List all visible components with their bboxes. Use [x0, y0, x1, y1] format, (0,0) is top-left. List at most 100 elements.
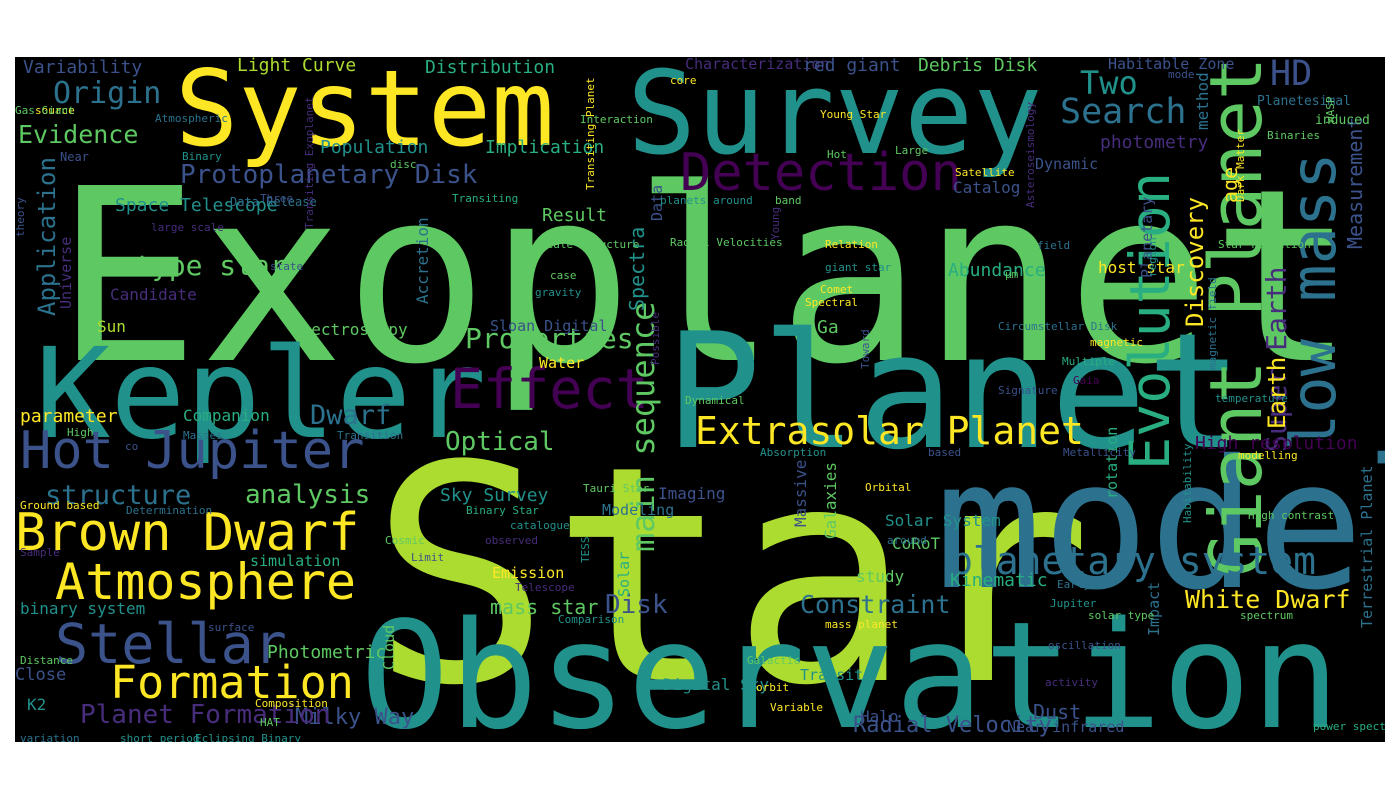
word-variability: Variability — [23, 57, 143, 78]
word-orbital: Orbital — [865, 481, 912, 494]
word-planet-formation: Planet Formation — [80, 700, 331, 730]
word-mode: mode — [1168, 68, 1195, 81]
word-abundance: Abundance — [948, 260, 1046, 281]
word-observation: Observation — [360, 590, 1341, 742]
word-dust: Dust — [1033, 700, 1082, 724]
word-induced: induced — [1315, 113, 1370, 128]
word-mass-planet: mass planet — [825, 618, 898, 631]
word-model: model — [935, 422, 1385, 629]
word-radial-velocities: Radial Velocities — [670, 236, 783, 249]
word-k2: K2 — [27, 695, 47, 714]
word-metallicity: Metallicity — [1063, 446, 1136, 459]
word-m: μm — [1005, 268, 1019, 281]
word-high-resolution: High resolution — [1195, 433, 1358, 454]
word-magnetic: magnetic — [1090, 336, 1143, 349]
word-distribution: Distribution — [425, 57, 556, 78]
word-candidate: Candidate — [110, 285, 197, 304]
word-state: state — [270, 260, 304, 273]
word-sun: Sun — [97, 317, 126, 336]
word-atmosphere: Atmosphere — [55, 553, 357, 611]
word-imaging: Imaging — [658, 484, 726, 503]
word-survey: Survey — [627, 57, 1043, 181]
word-solar-type: solar type — [1088, 609, 1155, 622]
word-optical: Optical — [445, 427, 555, 457]
word-search: Search — [1060, 92, 1187, 132]
word-parameter: parameter — [20, 406, 118, 427]
word-absorption: Absorption — [760, 446, 827, 459]
word-atmospheric: Atmospheric — [155, 112, 228, 125]
word-type-star: type star — [135, 249, 287, 282]
word-early: Early — [1057, 578, 1091, 591]
word-implication: Implication — [485, 137, 605, 158]
word-structure: structure — [45, 480, 192, 511]
word-asteroseismology: Asteroseismology — [1024, 101, 1037, 208]
word-high-contrast: High contrast — [1248, 509, 1335, 522]
word-planetesimal: Planetesimal — [1257, 94, 1351, 109]
word-ga: Ga — [817, 317, 839, 338]
word-telescope: Telescope — [515, 581, 575, 594]
word-surface: surface — [208, 621, 255, 634]
word-accretion: Accretion — [413, 216, 432, 304]
word-determination: Determination — [126, 504, 213, 517]
word-eclipsing-binary: Eclipsing Binary — [195, 732, 301, 742]
word-modeling: Modeling — [602, 501, 675, 519]
word-debris-disk: Debris Disk — [918, 57, 1038, 76]
word-interaction: Interaction — [580, 113, 653, 126]
word-sample: Sample — [20, 546, 60, 559]
word-protoplanetary-disk: Protoplanetary Disk — [180, 160, 478, 190]
word-relation: Relation — [825, 238, 878, 251]
word-tauri-star: Tauri Star — [583, 482, 650, 495]
word-limit: Limit — [411, 551, 445, 564]
word-hat: HAT — [260, 716, 280, 729]
word-circumstellar-disk: Circumstellar Disk — [998, 320, 1118, 333]
word-analysis: analysis — [245, 480, 371, 510]
word-dynamical: Dynamical — [685, 394, 745, 407]
word-planets-around: planets around — [660, 194, 753, 207]
word-method: method — [1193, 72, 1212, 130]
word-population: Population — [320, 137, 429, 158]
word-temperature: temperature — [1215, 392, 1288, 405]
word-near-infrared: Near infrared — [1007, 718, 1125, 736]
word-young: Young — [769, 206, 782, 241]
word-signature: Signature — [998, 384, 1058, 397]
word-milky-way: Milky Way — [295, 705, 415, 730]
word-study: study — [856, 567, 905, 586]
word-digital-sky: Digital Sky — [663, 675, 769, 694]
word-terrestrial-planet: Terrestrial Planet — [1358, 464, 1376, 628]
word-power-spectrum: power spectrum — [1313, 720, 1385, 733]
word-cosmic: Cosmic — [385, 534, 425, 547]
word-catalog: Catalog — [953, 178, 1021, 197]
word-disc: disc — [390, 158, 417, 171]
word-brown-dwarf: Brown Dwarf — [15, 503, 360, 563]
word-field: field — [1037, 239, 1071, 252]
word-star-formation: Star Formation — [1218, 238, 1311, 251]
word-transit: Transit — [800, 666, 864, 684]
word-high: High — [67, 426, 94, 439]
word-stellar: Stellar — [55, 612, 287, 676]
word-co: co — [125, 440, 139, 453]
word-habitability: Habitability — [1181, 443, 1194, 524]
word-origin: Origin — [53, 76, 162, 111]
word-observed: observed — [485, 534, 538, 547]
word-dark-matter: Dark Matter — [1234, 128, 1247, 202]
word-transiting-exoplanet: Transiting Exoplanet — [303, 96, 316, 230]
word-jupiter: Jupiter — [1050, 597, 1097, 610]
word-spectral: Spectral — [805, 296, 858, 309]
word-solar: Solar — [615, 551, 633, 598]
word-planetary-system: planetary system — [950, 539, 1317, 583]
word-variable: Variable — [770, 701, 823, 714]
word-case: case — [550, 269, 577, 282]
word-star: Star — [370, 402, 1093, 742]
word-orbit: orbit — [756, 681, 790, 694]
word-catalogue: catalogue — [510, 519, 570, 532]
word-simulation: simulation — [250, 552, 341, 570]
word-transiting-planet: Transiting Planet — [584, 76, 597, 190]
word-large-scale: large scale — [151, 221, 224, 234]
word-gaia: Gaia — [1073, 374, 1100, 387]
word-gas-giant: Gas Giant — [15, 104, 75, 117]
word-binary-system: binary system — [20, 599, 146, 618]
word-giant-star: giant star — [825, 261, 892, 274]
word-formation: Formation — [110, 656, 354, 709]
word-discovery: Discovery — [1181, 196, 1209, 328]
word-core: core — [670, 74, 697, 87]
